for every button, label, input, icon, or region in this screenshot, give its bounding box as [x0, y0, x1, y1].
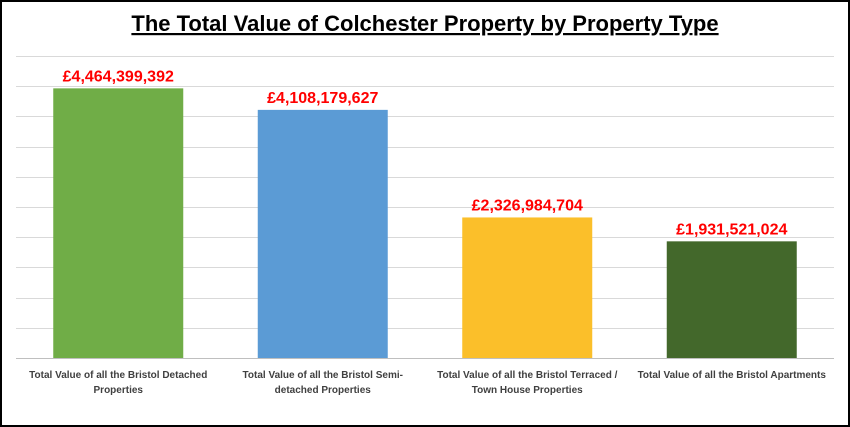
category-label-2: Total Value of all the Bristol Semi-: [243, 370, 403, 381]
category-label-4: Total Value of all the Bristol Apartment…: [638, 370, 827, 381]
data-label-3: £2,326,984,704: [472, 197, 583, 214]
bar-4: [666, 241, 797, 358]
data-label-4: £1,931,521,024: [676, 221, 787, 238]
bar-2: [257, 109, 388, 358]
category-labels: Total Value of all the Bristol Detached P…: [29, 370, 826, 396]
bar-1: [53, 88, 184, 358]
data-label-1: £4,464,399,392: [63, 68, 174, 85]
chart-title: The Total Value of Colchester Property b…: [131, 11, 718, 36]
data-labels: £4,464,399,392 £4,108,179,627 £2,326,984,7…: [63, 68, 788, 238]
data-label-2: £4,108,179,627: [267, 90, 378, 107]
bars: [53, 88, 797, 358]
category-label-3: Total Value of all the Bristol Terraced …: [437, 370, 617, 381]
category-label-3-line-2: Town House Properties: [472, 385, 583, 396]
bar-3: [462, 217, 593, 358]
category-label-1: Total Value of all the Bristol Detached: [29, 370, 207, 381]
category-label-2-line-2: detached Properties: [275, 385, 372, 396]
category-label-1-line-2: Properties: [94, 385, 144, 396]
